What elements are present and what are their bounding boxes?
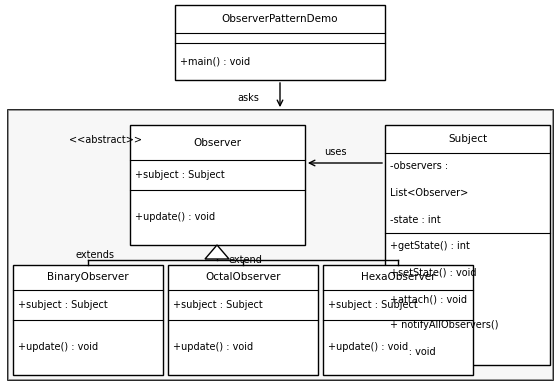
Text: Observer: Observer	[194, 137, 241, 147]
Text: + notifyAllObservers(): + notifyAllObservers()	[390, 320, 498, 330]
Text: extend: extend	[228, 255, 262, 265]
Text: asks: asks	[237, 93, 259, 103]
Text: +update() : void: +update() : void	[135, 213, 215, 222]
Text: +main() : void: +main() : void	[180, 56, 250, 66]
Text: : void: : void	[390, 347, 436, 357]
Text: BinaryObserver: BinaryObserver	[47, 273, 129, 283]
Bar	[175, 5, 385, 80]
Bar	[8, 110, 553, 380]
Text: +getState() : int: +getState() : int	[390, 241, 470, 251]
Text: HexaObserver: HexaObserver	[361, 273, 435, 283]
Text: +update() : void: +update() : void	[18, 342, 98, 352]
Text: OctalObserver: OctalObserver	[206, 273, 281, 283]
Polygon shape	[205, 245, 229, 259]
Text: extends: extends	[76, 250, 114, 260]
Text: +update() : void: +update() : void	[173, 342, 253, 352]
Text: +subject : Subject: +subject : Subject	[18, 300, 108, 310]
Text: +update() : void: +update() : void	[328, 342, 408, 352]
Bar	[130, 125, 305, 245]
Text: +subject : Subject: +subject : Subject	[135, 170, 225, 180]
Text: +attach() : void: +attach() : void	[390, 294, 467, 304]
Text: ObserverPatternDemo: ObserverPatternDemo	[222, 14, 338, 24]
Text: +setState() : void: +setState() : void	[390, 267, 477, 278]
Bar	[323, 265, 473, 375]
Text: +subject : Subject: +subject : Subject	[173, 300, 263, 310]
Bar	[8, 110, 553, 380]
Text: -state : int: -state : int	[390, 215, 441, 225]
Bar	[168, 265, 318, 375]
Text: <<abstract>>: <<abstract>>	[68, 135, 142, 145]
Text: Subject: Subject	[448, 134, 487, 144]
Bar	[385, 125, 550, 365]
Text: +subject : Subject: +subject : Subject	[328, 300, 418, 310]
Bar	[13, 265, 163, 375]
Text: List<Observer>: List<Observer>	[390, 188, 468, 198]
Text: -observers :: -observers :	[390, 161, 448, 171]
Text: uses: uses	[324, 147, 346, 157]
